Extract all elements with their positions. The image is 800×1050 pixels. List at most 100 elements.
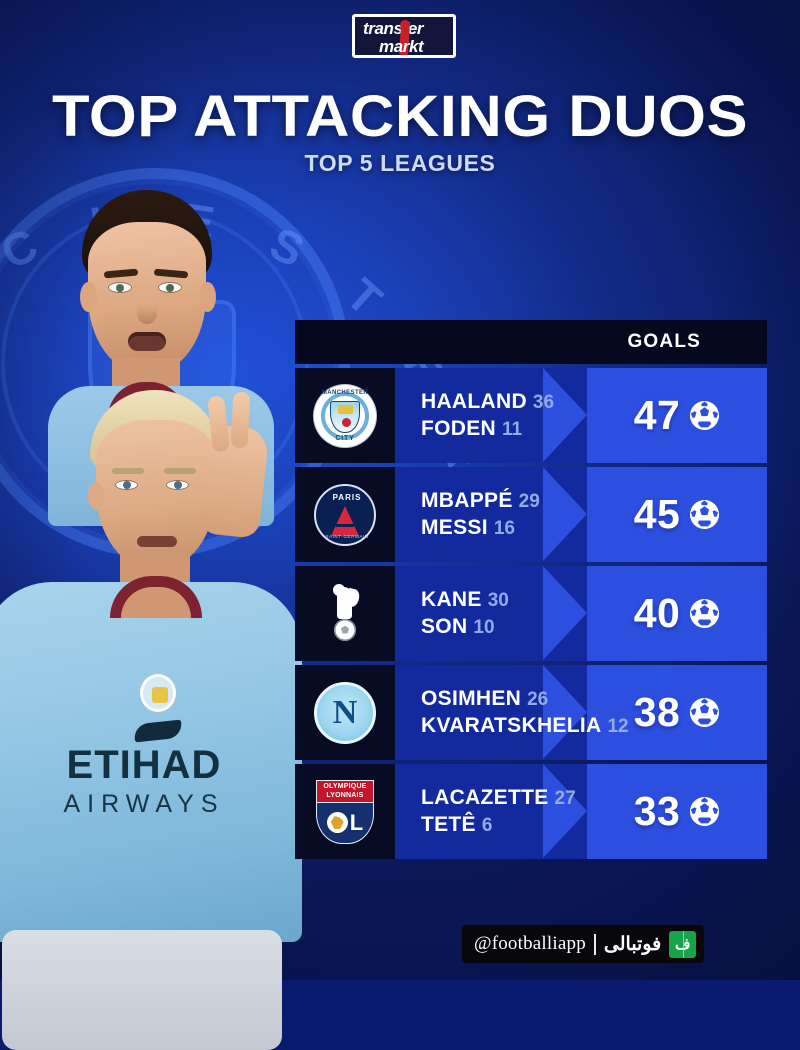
foden-mouth [128, 332, 166, 351]
player-names: HAALAND 36 FODEN 11 [421, 389, 554, 443]
mci-rose-icon [342, 417, 351, 427]
duo-info-panel: HAALAND 36 FODEN 11 47 [395, 368, 767, 463]
player-name: TETÊ [421, 812, 476, 836]
table-row[interactable]: KANE 30 SON 10 40 [295, 566, 767, 661]
duos-table: GOALS MANCHESTER CITY HAALAND 36 F [295, 320, 767, 859]
player-line-2: SON 10 [421, 614, 509, 641]
napoli-letter: N [332, 693, 358, 731]
footballi-logo-letter: ف [674, 936, 691, 953]
club-logo-cell: MANCHESTER CITY [295, 368, 395, 463]
player-line-1: OSIMHEN 26 [421, 686, 629, 713]
foden-ear-left [80, 282, 97, 312]
player-goals: 16 [493, 517, 515, 539]
goals-header-label: GOALS [627, 331, 701, 352]
mci-bottom-text: CITY [335, 434, 355, 442]
player-line-1: HAALAND 36 [421, 389, 554, 416]
lyon-o-disc [326, 812, 348, 833]
goals-column-header: GOALS [295, 320, 767, 364]
player-goals: 6 [481, 814, 493, 836]
player-names: KANE 30 SON 10 [421, 587, 509, 641]
foden-eye-right [158, 282, 182, 293]
player-name: MESSI [421, 515, 488, 539]
player-photo-collage: ETIHAD AIRWAYS [0, 170, 320, 1050]
table-row[interactable]: PARIS SAINT-GERMAIN MBAPPÉ 29 MESSI 16 45 [295, 467, 767, 562]
player-name: FODEN [421, 416, 496, 440]
total-goals: 33 [633, 788, 681, 834]
haaland-finger-2 [230, 391, 251, 449]
player-name: MBAPPÉ [421, 488, 513, 512]
transfermarkt-logo: transfer markt [352, 14, 456, 58]
lyon-banner-line1: OLYMPIQUE [323, 783, 367, 791]
foden-nose [137, 294, 157, 324]
haaland-ear-left [88, 482, 104, 510]
player-goals: 12 [607, 715, 629, 737]
player-goals: 26 [527, 688, 549, 710]
haaland-mouth [137, 536, 177, 547]
tottenham-ball-icon [334, 618, 356, 641]
total-goals: 40 [633, 590, 681, 636]
tottenham-crest [314, 583, 376, 645]
footballi-logo: ف [669, 930, 697, 958]
footer-watermark: @footballiapp فوتبالی ف [462, 925, 705, 963]
footer-persian-name: فوتبالی [603, 933, 662, 955]
page-subtitle: TOP 5 LEAGUES [304, 150, 496, 176]
psg-top-text: PARIS [332, 492, 362, 502]
player-goals: 29 [518, 490, 540, 512]
manchester-city-crest: MANCHESTER CITY [314, 384, 376, 447]
haaland-shorts [2, 930, 282, 1050]
haaland-eye-right [166, 480, 189, 490]
player-names: OSIMHEN 26 KVARATSKHELIA 12 [421, 686, 629, 740]
haaland-brow-right [164, 468, 196, 474]
player-name: KANE [421, 587, 482, 611]
club-logo-cell: N [295, 665, 395, 760]
total-goals: 45 [633, 491, 681, 537]
duo-total-panel: 45 [587, 467, 767, 562]
player-goals: 10 [473, 616, 495, 638]
duo-info-panel: LACAZETTE 27 TETÊ 6 33 [395, 764, 767, 859]
haaland-face [96, 420, 216, 570]
football-icon [690, 499, 720, 530]
duo-info-panel: MBAPPÉ 29 MESSI 16 45 [395, 467, 767, 562]
duo-total-panel: 33 [587, 764, 767, 859]
foden-eye-left [108, 282, 132, 293]
psg-eiffel-tower-icon [331, 505, 359, 536]
player-name: SON [421, 614, 468, 638]
player-line-2: FODEN 11 [421, 416, 554, 443]
lyon-banner-line2: LYONNAIS [326, 791, 364, 799]
napoli-crest: N [314, 681, 376, 744]
lyon-lion-icon [330, 816, 344, 829]
total-goals: 47 [633, 392, 681, 438]
social-handle: @footballiapp [474, 933, 586, 954]
haaland-brow-left [112, 468, 144, 474]
football-icon [690, 598, 720, 629]
table-row[interactable]: MANCHESTER CITY HAALAND 36 FODEN 11 47 [295, 368, 767, 463]
haaland-shirt [0, 582, 302, 942]
psg-bottom-text: SAINT-GERMAIN [325, 533, 369, 539]
duo-total-panel: 47 [587, 368, 767, 463]
duo-total-panel: 40 [587, 566, 767, 661]
player-goals: 36 [532, 391, 555, 413]
player-name: LACAZETTE [421, 785, 549, 809]
club-logo-cell: OLYMPIQUE LYONNAIS L [295, 764, 395, 859]
duo-info-panel: KANE 30 SON 10 40 [395, 566, 767, 661]
football-icon [690, 697, 720, 728]
table-row[interactable]: N OSIMHEN 26 KVARATSKHELIA 12 38 [295, 665, 767, 760]
player-line-1: LACAZETTE 27 [421, 785, 576, 812]
duo-total-panel: 38 [587, 665, 767, 760]
player-line-1: KANE 30 [421, 587, 509, 614]
lyon-shield: L [316, 801, 374, 844]
player-goals: 30 [487, 589, 509, 611]
lyon-banner: OLYMPIQUE LYONNAIS [316, 779, 374, 804]
kit-sponsor-secondary: AIRWAYS [63, 790, 225, 818]
total-goals: 38 [633, 689, 681, 735]
player-goals: 11 [502, 418, 523, 440]
club-logo-cell [295, 566, 395, 661]
player-line-1: MBAPPÉ 29 [421, 488, 540, 515]
player-name: HAALAND [421, 389, 527, 413]
psg-crest: PARIS SAINT-GERMAIN [314, 483, 376, 546]
player-line-2: TETÊ 6 [421, 812, 576, 839]
duo-info-panel: OSIMHEN 26 KVARATSKHELIA 12 38 [395, 665, 767, 760]
player-photo-haaland: ETIHAD AIRWAYS [0, 390, 312, 1050]
table-row[interactable]: OLYMPIQUE LYONNAIS L LACAZETTE 27 TETÊ 6 [295, 764, 767, 859]
player-name: KVARATSKHELIA [421, 713, 602, 737]
